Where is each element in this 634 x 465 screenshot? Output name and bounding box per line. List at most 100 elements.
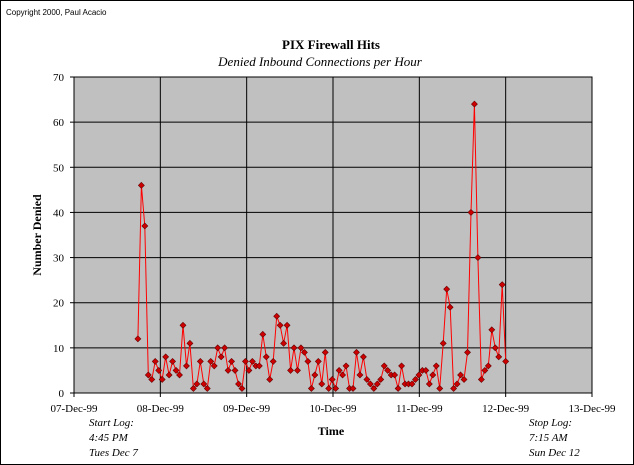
data-point <box>228 357 235 365</box>
data-point <box>415 371 423 379</box>
data-point <box>231 367 239 374</box>
x-tick-label: 12-Dec-99 <box>482 403 530 415</box>
data-point <box>363 376 371 383</box>
data-point <box>224 367 232 374</box>
y-tick-label: 30 <box>53 253 65 265</box>
data-point <box>349 385 357 392</box>
y-tick-label: 60 <box>53 117 65 129</box>
data-point <box>290 344 298 352</box>
data-point <box>394 385 402 392</box>
data-point <box>259 330 267 338</box>
data-point <box>255 362 263 370</box>
data-point <box>325 385 333 392</box>
data-point <box>429 371 437 379</box>
data-point <box>203 385 211 392</box>
x-tick-label: 07-Dec-99 <box>50 403 98 415</box>
data-point <box>453 380 461 388</box>
data-point <box>464 348 471 356</box>
data-point <box>339 371 347 379</box>
data-point <box>391 371 399 379</box>
data-point <box>321 348 329 356</box>
data-point <box>412 376 419 383</box>
data-point <box>221 344 229 352</box>
data-point <box>165 371 173 379</box>
data-point <box>471 100 478 108</box>
data-point <box>283 321 291 329</box>
data-point <box>148 376 156 383</box>
start-log-date: Tues Dec 7 <box>89 447 138 459</box>
x-axis-ticks: 07-Dec-99 08-Dec-99 09-Dec-99 10-Dec-99 11-D… <box>50 393 616 415</box>
data-point <box>172 367 180 374</box>
data-point <box>408 380 416 388</box>
y-tick-label: 70 <box>53 72 65 84</box>
data-point <box>467 209 475 216</box>
data-point <box>214 344 222 352</box>
data-point <box>377 376 385 383</box>
data-point <box>134 335 142 343</box>
data-point <box>488 326 496 334</box>
data-point <box>276 321 284 329</box>
start-log-annotation: Start Log: 4:45 PM Tues Dec 7 <box>89 417 138 459</box>
x-axis-label: Time <box>318 424 345 438</box>
x-tick-label: 11-Dec-99 <box>396 403 443 415</box>
data-point <box>332 385 340 392</box>
y-axis-ticks: 0 10 20 30 40 50 60 70 <box>53 72 74 400</box>
stop-log-time: 7:15 AM <box>529 432 568 444</box>
data-point <box>498 281 506 289</box>
stop-log-label: Stop Log: <box>529 417 572 429</box>
data-point <box>432 362 440 370</box>
data-point <box>422 367 430 374</box>
data-point <box>359 353 367 361</box>
data-point <box>484 362 492 370</box>
data-point <box>307 385 315 392</box>
data-point <box>425 380 433 388</box>
data-point <box>162 353 170 361</box>
copyright-text: Copyright 2000, Paul Acacio <box>6 8 107 17</box>
data-point <box>144 371 152 379</box>
data-point <box>210 362 218 370</box>
data-point <box>373 380 381 388</box>
data-point <box>280 339 288 347</box>
data-point <box>398 362 406 370</box>
data-point <box>481 367 489 374</box>
data-point <box>304 357 312 365</box>
data-point <box>477 376 485 383</box>
gridlines <box>74 77 592 393</box>
data-point <box>273 312 281 320</box>
data-point <box>335 367 343 374</box>
y-axis-label: Number Denied <box>30 194 44 276</box>
data-point <box>443 285 451 293</box>
data-point <box>474 254 482 261</box>
data-point <box>183 362 190 370</box>
data-point <box>318 380 326 388</box>
data-point <box>155 367 163 374</box>
data-point <box>266 376 274 383</box>
data-point <box>269 357 277 365</box>
data-point <box>380 362 388 370</box>
y-tick-label: 10 <box>53 343 65 355</box>
data-point <box>248 357 256 365</box>
data-point <box>287 367 294 374</box>
data-point <box>502 357 510 365</box>
data-point <box>189 385 197 392</box>
data-point <box>356 371 364 379</box>
series-denied <box>134 100 510 392</box>
data-point <box>495 353 503 361</box>
data-point <box>353 348 360 356</box>
chart-subtitle: Denied Inbound Connections per Hour <box>217 54 423 69</box>
x-tick-label: 13-Dec-99 <box>568 403 616 415</box>
data-point <box>217 353 225 361</box>
x-tick-label: 09-Dec-99 <box>223 403 271 415</box>
data-point <box>245 367 253 374</box>
data-point <box>436 385 444 392</box>
data-point <box>196 357 204 365</box>
data-point <box>366 380 374 388</box>
data-point <box>491 344 499 352</box>
stop-log-date: Sun Dec 12 <box>529 447 580 459</box>
y-tick-label: 50 <box>53 162 65 174</box>
y-tick-label: 20 <box>53 298 65 310</box>
y-tick-label: 40 <box>53 207 65 219</box>
data-point <box>158 376 166 383</box>
data-point <box>342 362 350 370</box>
